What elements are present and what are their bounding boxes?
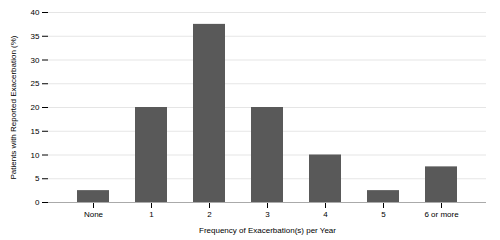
svg-text:40: 40: [31, 8, 40, 17]
svg-text:4: 4: [323, 210, 328, 219]
svg-text:10: 10: [31, 151, 40, 160]
svg-text:20: 20: [31, 103, 40, 112]
svg-text:0: 0: [35, 198, 40, 207]
svg-text:3: 3: [265, 210, 270, 219]
svg-text:25: 25: [31, 79, 40, 88]
svg-text:35: 35: [31, 32, 40, 41]
svg-text:1: 1: [149, 210, 154, 219]
svg-text:5: 5: [381, 210, 386, 219]
svg-text:30: 30: [31, 56, 40, 65]
svg-text:Patients with Reported Exacerb: Patients with Reported Exacerbation (%): [9, 35, 18, 179]
svg-text:15: 15: [31, 127, 40, 136]
svg-text:5: 5: [35, 174, 40, 183]
svg-text:2: 2: [207, 210, 212, 219]
svg-text:6 or more: 6 or more: [424, 210, 459, 219]
svg-text:None: None: [84, 210, 104, 219]
svg-text:Frequency of Exacerbation(s) p: Frequency of Exacerbation(s) per Year: [199, 226, 336, 235]
